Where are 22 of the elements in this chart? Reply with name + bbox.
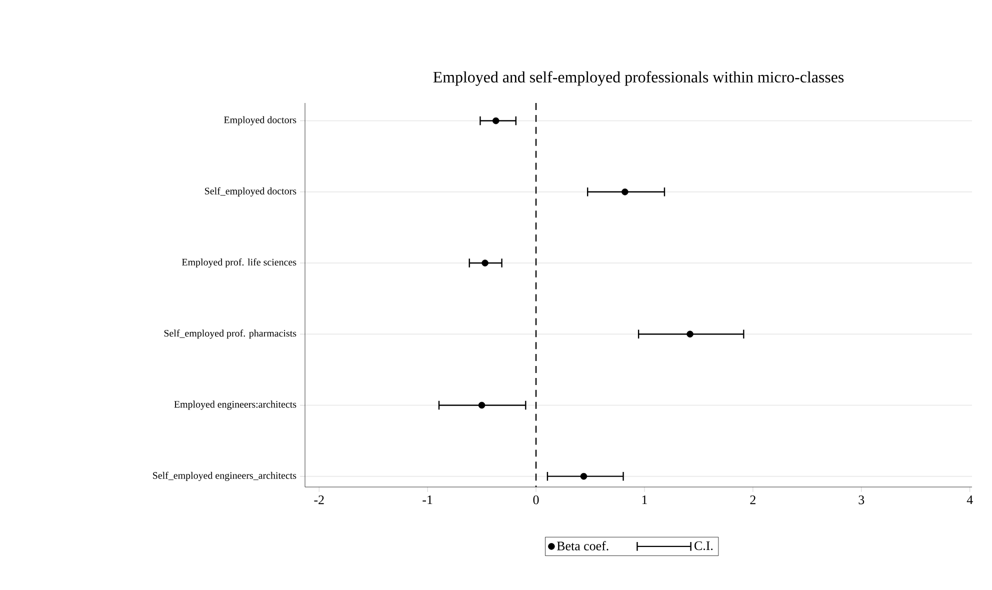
y-tick-label: Self_employed prof. pharmacists	[164, 330, 296, 339]
x-tick-label: 1	[642, 496, 647, 504]
x-tick-label: 4	[966, 496, 973, 504]
x-tick-label: 2	[750, 496, 756, 504]
y-tick-label: Employed prof. life sciences	[182, 258, 296, 268]
legend-label: Beta coef.	[557, 541, 608, 550]
point	[686, 330, 694, 338]
x-tick-label: -2	[314, 496, 324, 504]
point	[478, 402, 486, 409]
text: C.I.	[694, 541, 713, 550]
y-tick-label: Employed engineers:architects	[174, 400, 296, 410]
point	[482, 260, 488, 266]
chart-title: Employed and self-employed professionals within micro-classes	[433, 71, 844, 86]
point	[492, 117, 500, 124]
y-tick-label: Self_employed engineers_architects	[153, 472, 296, 481]
point	[622, 188, 628, 196]
point	[580, 472, 588, 480]
y-tick-label: Self_employed doctors	[205, 187, 296, 196]
x-tick-label: 0	[533, 496, 539, 504]
y-tick-label: Employed doctors	[224, 116, 296, 126]
x-tick-label: 3	[858, 496, 864, 504]
x-tick-label: -1	[422, 496, 432, 504]
